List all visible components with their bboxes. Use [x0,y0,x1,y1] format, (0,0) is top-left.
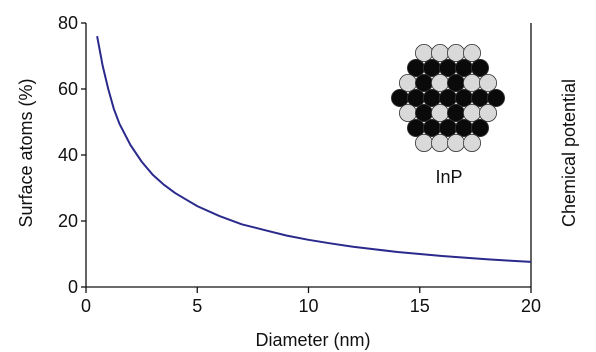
y-axis-label: Surface atoms (%) [16,78,36,227]
phosphorus-atom [470,59,489,78]
indium-atom [430,74,449,93]
indium-atom [398,74,417,93]
x-tick-label: 10 [298,296,318,316]
indium-atom [414,44,433,63]
surface-atoms-line [96,36,532,263]
phosphorus-atom [470,119,489,138]
y-tick-label: 20 [58,211,78,231]
phosphorus-atom [406,89,425,108]
x-tick-label: 20 [521,296,541,316]
indium-atom [398,104,417,123]
indium-atom [446,133,465,152]
phosphorus-atom [446,74,465,93]
indium-atom [478,104,497,123]
phosphorus-atom [438,89,457,108]
indium-atom [478,74,497,93]
indium-atom [462,133,481,152]
indium-atom [462,104,481,123]
x-tick-label: 15 [410,296,430,316]
indium-atom [430,133,449,152]
phosphorus-atom [486,89,505,108]
y-tick-label: 80 [58,13,78,33]
right-axis-label: Chemical potential [559,79,579,227]
phosphorus-atom [390,89,409,108]
phosphorus-atom [422,59,441,78]
phosphorus-atom [414,104,433,123]
x-tick-label: 0 [81,296,91,316]
phosphorus-atom [422,89,441,108]
phosphorus-atom [438,119,457,138]
axes: 0 20 40 60 80 0 5 10 15 20 [58,13,541,316]
phosphorus-atom [406,59,425,78]
indium-atom [446,44,465,63]
phosphorus-atom [454,119,473,138]
indium-atom [462,74,481,93]
phosphorus-atom [470,89,489,108]
x-axis-label: Diameter (nm) [255,330,370,350]
x-tick-label: 5 [192,296,202,316]
phosphorus-atom [406,119,425,138]
phosphorus-atom [454,59,473,78]
phosphorus-atom [414,74,433,93]
phosphorus-atom [422,119,441,138]
indium-atom [462,44,481,63]
indium-atom [414,133,433,152]
phosphorus-atom [438,59,457,78]
phosphorus-atom [446,104,465,123]
indium-atom [430,104,449,123]
y-tick-label: 60 [58,79,78,99]
y-tick-label: 40 [58,145,78,165]
series-layer [96,36,532,263]
inp-lattice-inset [390,44,505,152]
inset-label: InP [435,167,462,187]
y-tick-label: 0 [68,277,78,297]
phosphorus-atom [454,89,473,108]
indium-atom [430,44,449,63]
